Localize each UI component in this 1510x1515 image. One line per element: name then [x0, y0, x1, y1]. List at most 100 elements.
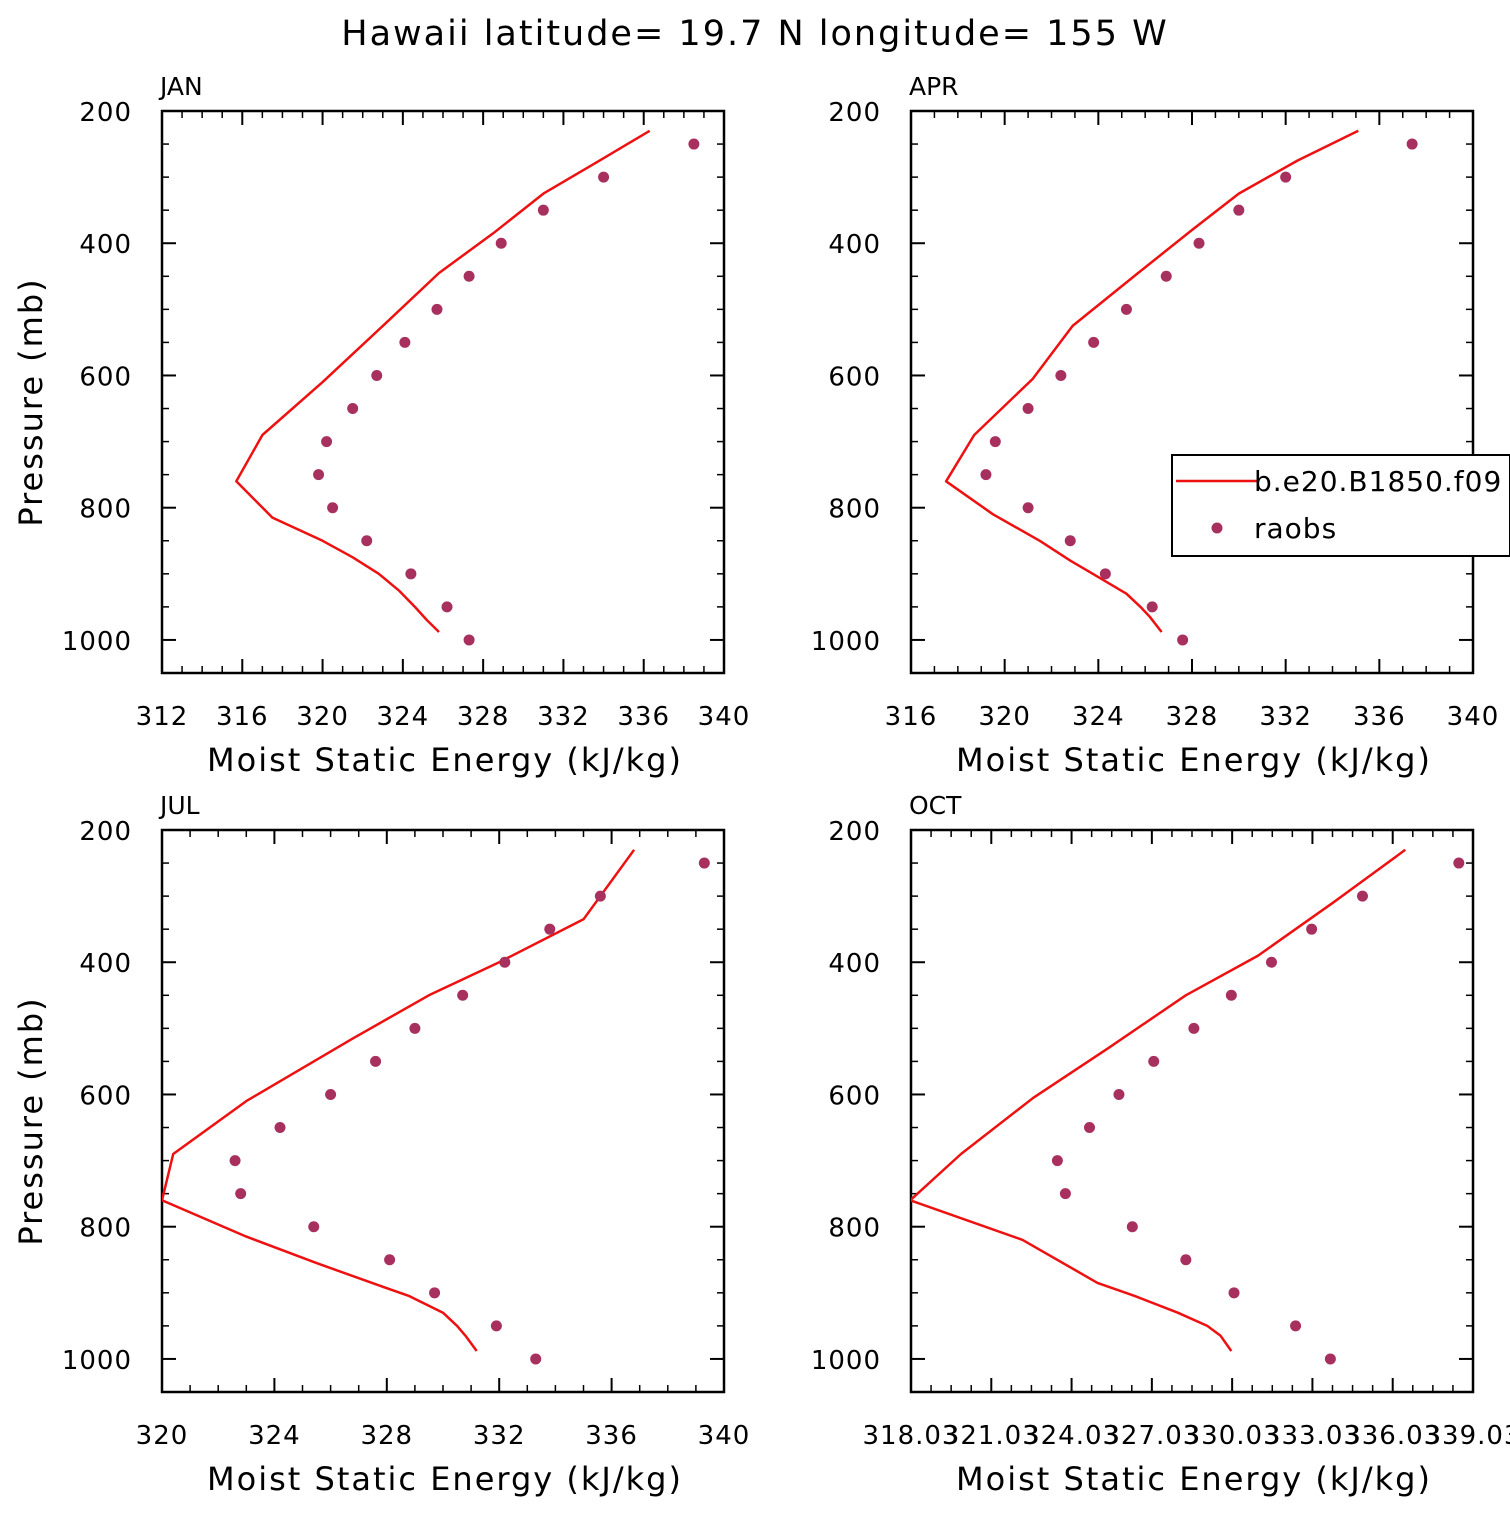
- obs-point: [463, 634, 475, 646]
- obs-point: [1228, 1287, 1240, 1299]
- obs-point: [1113, 1088, 1125, 1100]
- series-group: [911, 848, 1465, 1365]
- plot-frame: [909, 109, 1475, 675]
- x-tick-label: 316: [885, 702, 938, 732]
- obs-point: [308, 1221, 320, 1233]
- y-tick-label: 200: [828, 817, 881, 847]
- plot-frame: [160, 109, 726, 675]
- obs-point: [1051, 1155, 1063, 1167]
- x-tick-label: 324: [377, 702, 430, 732]
- obs-point: [499, 956, 511, 968]
- panel-apr: 316 320 324 328 332 336 340 200 400 600 800 1000 APR…: [811, 72, 1498, 779]
- y-tick-label: 600: [828, 362, 881, 392]
- obs-point: [274, 1122, 286, 1134]
- y-tick-label: 1000: [811, 627, 881, 657]
- obs-point: [1290, 1320, 1302, 1332]
- plot-frame: [909, 828, 1475, 1394]
- x-axis-label: Moist Static Energy (kJ/kg): [207, 1460, 683, 1498]
- x-tick-label: 339.03: [1425, 1421, 1510, 1451]
- y-tick-label: 600: [79, 1081, 132, 1111]
- y-tick-label: 800: [79, 1214, 132, 1244]
- x-tick-label: 316: [216, 702, 269, 732]
- y-axis-label: Pressure (mb): [12, 277, 50, 526]
- obs-point: [347, 403, 359, 415]
- x-tick-label: 332: [537, 702, 590, 732]
- obs-point: [544, 923, 556, 935]
- x-axis-label: Moist Static Energy (kJ/kg): [956, 1460, 1432, 1498]
- y-tick-label: 800: [828, 495, 881, 525]
- obs-point: [1148, 1055, 1160, 1067]
- x-tick-label: 321.03: [943, 1421, 1040, 1451]
- obs-point: [1022, 403, 1034, 415]
- x-tick-label: 327.03: [1103, 1421, 1200, 1451]
- x-tick-label: 340: [698, 702, 751, 732]
- obs-point: [980, 469, 992, 481]
- obs-point: [1406, 138, 1418, 150]
- series-line-model: [162, 849, 636, 1352]
- plot-frame: [160, 828, 726, 1394]
- x-tick-label: 336.03: [1344, 1421, 1441, 1451]
- obs-point: [431, 303, 443, 315]
- legend: b.e20.B1850.f09 raobs: [1171, 454, 1510, 557]
- obs-point: [1225, 989, 1237, 1001]
- y-tick-label: 400: [79, 949, 132, 979]
- obs-point: [698, 857, 710, 869]
- x-tick-label: 340: [698, 1421, 751, 1451]
- obs-point: [321, 436, 333, 448]
- obs-point: [598, 171, 610, 183]
- obs-point: [495, 237, 507, 249]
- obs-point: [490, 1320, 502, 1332]
- x-tick-label: 328: [1166, 702, 1219, 732]
- y-axis-label: Pressure (mb): [12, 996, 50, 1245]
- obs-point: [1193, 237, 1205, 249]
- obs-point: [1280, 171, 1292, 183]
- y-tick-label: 1000: [62, 1346, 132, 1376]
- obs-point: [370, 1055, 382, 1067]
- obs-point: [688, 138, 700, 150]
- legend-label-model: b.e20.B1850.f09: [1254, 465, 1502, 498]
- x-tick-label: 336: [617, 702, 670, 732]
- obs-point: [361, 535, 373, 547]
- obs-point: [1059, 1188, 1071, 1200]
- series-line-model: [911, 848, 1407, 1352]
- legend-marker-swatch: [1211, 522, 1223, 534]
- obs-point: [1306, 923, 1318, 935]
- x-axis-label: Moist Static Energy (kJ/kg): [207, 741, 683, 779]
- obs-point: [1126, 1221, 1138, 1233]
- y-tick-label: 800: [828, 1214, 881, 1244]
- obs-point: [1160, 270, 1172, 282]
- obs-point: [989, 436, 1001, 448]
- panel-oct: 318.03321.03324.03327.03330.03333.03336.…: [811, 791, 1510, 1498]
- obs-point: [457, 989, 469, 1001]
- y-tick-label: 400: [828, 230, 881, 260]
- y-tick-label: 200: [828, 98, 881, 128]
- obs-point: [1099, 568, 1111, 580]
- x-tick-label: 333.03: [1264, 1421, 1361, 1451]
- panel-label: JUL: [158, 791, 200, 820]
- obs-point: [1188, 1022, 1200, 1034]
- x-tick-label: 320: [136, 1421, 189, 1451]
- series-group: [162, 849, 710, 1365]
- panel-jul: 320 324 328 332 336 340 200 400 600 800 1000 JUL Moi…: [12, 791, 751, 1498]
- obs-point: [1120, 303, 1132, 315]
- obs-point: [1064, 535, 1076, 547]
- obs-point: [530, 1353, 542, 1365]
- x-tick-label: 332: [1259, 702, 1312, 732]
- obs-point: [537, 204, 549, 216]
- x-tick-label: 312: [136, 702, 189, 732]
- x-tick-label: 336: [1353, 702, 1406, 732]
- x-tick-label: 328: [457, 702, 510, 732]
- obs-point: [1356, 890, 1368, 902]
- obs-point: [594, 890, 606, 902]
- obs-point: [1180, 1254, 1192, 1266]
- obs-point: [1177, 634, 1189, 646]
- y-tick-label: 200: [79, 98, 132, 128]
- obs-point: [1324, 1353, 1336, 1365]
- panel-jan: 312 316 320 324 328 332 336 340 200 400 600 800 1000…: [12, 72, 751, 779]
- obs-point: [1055, 369, 1067, 381]
- panel-label: OCT: [909, 791, 962, 820]
- obs-point: [327, 502, 339, 514]
- series-line-model: [944, 129, 1359, 633]
